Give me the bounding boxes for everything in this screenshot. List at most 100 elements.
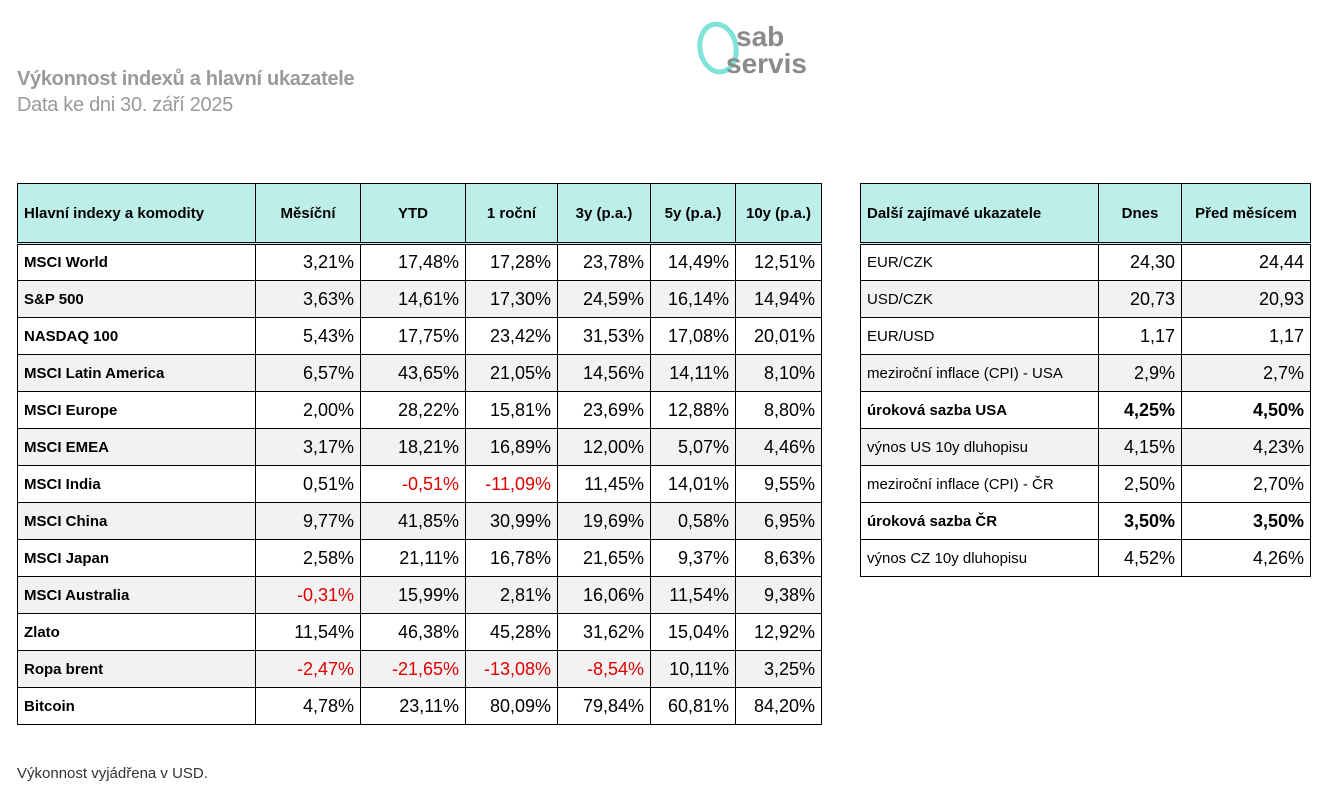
value-cell: 4,50% (1181, 391, 1311, 429)
value-cell: -0,31% (255, 576, 361, 614)
table-row: meziroční inflace (CPI) - USA 2,9% 2,7% (860, 354, 1311, 392)
page-title: Výkonnost indexů a hlavní ukazatele (17, 68, 355, 90)
value-cell: 4,23% (1181, 428, 1311, 466)
table-row: Zlato 11,54% 46,38% 45,28% 31,62% 15,04% 12,92… (17, 613, 822, 651)
value-cell: 8,80% (735, 391, 822, 429)
table-row: úroková sazba ČR 3,50% 3,50% (860, 502, 1311, 540)
table-row: úroková sazba USA 4,25% 4,50% (860, 391, 1311, 429)
value-cell: -11,09% (465, 465, 558, 503)
value-cell: 4,46% (735, 428, 822, 466)
index-name: MSCI Japan (17, 539, 256, 577)
value-cell: 43,65% (360, 354, 466, 392)
value-cell: 2,70% (1181, 465, 1311, 503)
value-cell: 2,58% (255, 539, 361, 577)
table-row: MSCI China 9,77% 41,85% 30,99% 19,69% 0,58% 6,… (17, 502, 822, 540)
value-cell: 14,11% (650, 354, 736, 392)
value-cell: 14,49% (650, 243, 736, 281)
table-row: MSCI EMEA 3,17% 18,21% 16,89% 12,00% 5,07% 4,4… (17, 428, 822, 466)
table-row: MSCI Australia -0,31% 15,99% 2,81% 16,06% 11,… (17, 576, 822, 614)
footer-note: Výkonnost vyjádřena v USD. (17, 765, 208, 782)
value-cell: 0,51% (255, 465, 361, 503)
value-cell: 17,48% (360, 243, 466, 281)
table-row: Ropa brent -2,47% -21,65% -13,08% -8,54% 10,1… (17, 650, 822, 688)
value-cell: 0,58% (650, 502, 736, 540)
value-cell: 16,14% (650, 280, 736, 318)
value-cell: 30,99% (465, 502, 558, 540)
index-name: Bitcoin (17, 687, 256, 725)
column-header: Před měsícem (1181, 183, 1311, 245)
value-cell: 5,07% (650, 428, 736, 466)
value-cell: 2,81% (465, 576, 558, 614)
value-cell: 3,63% (255, 280, 361, 318)
column-header: 5y (p.a.) (650, 183, 736, 245)
index-name: S&P 500 (17, 280, 256, 318)
table-row: MSCI India 0,51% -0,51% -11,09% 11,45% 14,01%… (17, 465, 822, 503)
value-cell: 8,63% (735, 539, 822, 577)
value-cell: -8,54% (557, 650, 651, 688)
table-row: EUR/CZK 24,30 24,44 (860, 243, 1311, 281)
value-cell: 9,38% (735, 576, 822, 614)
value-cell: 3,17% (255, 428, 361, 466)
column-header: Hlavní indexy a komodity (17, 183, 256, 245)
table-row: MSCI Japan 2,58% 21,11% 16,78% 21,65% 9,37% 8,… (17, 539, 822, 577)
value-cell: 2,9% (1098, 354, 1182, 392)
index-name: MSCI India (17, 465, 256, 503)
value-cell: 14,94% (735, 280, 822, 318)
table-row: MSCI World 3,21% 17,48% 17,28% 23,78% 14,49% 1… (17, 243, 822, 281)
indicator-name: úroková sazba USA (860, 391, 1099, 429)
svg-text:sab: sab (736, 21, 784, 52)
value-cell: -2,47% (255, 650, 361, 688)
table-row: USD/CZK 20,73 20,93 (860, 280, 1311, 318)
value-cell: 4,26% (1181, 539, 1311, 577)
indicator-name: USD/CZK (860, 280, 1099, 318)
value-cell: 4,15% (1098, 428, 1182, 466)
value-cell: 4,78% (255, 687, 361, 725)
value-cell: 80,09% (465, 687, 558, 725)
value-cell: 16,06% (557, 576, 651, 614)
svg-text:servis: servis (726, 48, 807, 78)
value-cell: 17,08% (650, 317, 736, 355)
value-cell: 23,69% (557, 391, 651, 429)
value-cell: 9,55% (735, 465, 822, 503)
indicator-name: meziroční inflace (CPI) - ČR (860, 465, 1099, 503)
indicator-name: EUR/CZK (860, 243, 1099, 281)
value-cell: 1,17 (1181, 317, 1311, 355)
value-cell: 3,21% (255, 243, 361, 281)
table-row: EUR/USD 1,17 1,17 (860, 317, 1311, 355)
value-cell: 17,30% (465, 280, 558, 318)
value-cell: 8,10% (735, 354, 822, 392)
value-cell: 18,21% (360, 428, 466, 466)
value-cell: 23,78% (557, 243, 651, 281)
company-logo: sab servis (697, 21, 807, 78)
column-header: Dnes (1098, 183, 1182, 245)
table-row: MSCI Latin America 6,57% 43,65% 21,05% 14,56… (17, 354, 822, 392)
value-cell: 15,81% (465, 391, 558, 429)
value-cell: 12,51% (735, 243, 822, 281)
value-cell: 2,7% (1181, 354, 1311, 392)
value-cell: 3,25% (735, 650, 822, 688)
value-cell: 31,53% (557, 317, 651, 355)
value-cell: 12,88% (650, 391, 736, 429)
value-cell: 60,81% (650, 687, 736, 725)
value-cell: 45,28% (465, 613, 558, 651)
column-header: Měsíční (255, 183, 361, 245)
indicators-table: Další zajímavé ukazatele Dnes Před měsícem… (860, 183, 1311, 577)
index-name: MSCI Latin America (17, 354, 256, 392)
value-cell: -13,08% (465, 650, 558, 688)
value-cell: 23,42% (465, 317, 558, 355)
value-cell: 84,20% (735, 687, 822, 725)
value-cell: 46,38% (360, 613, 466, 651)
column-header: Další zajímavé ukazatele (860, 183, 1099, 245)
value-cell: 20,93 (1181, 280, 1311, 318)
value-cell: 4,25% (1098, 391, 1182, 429)
table-header-row: Další zajímavé ukazatele Dnes Před měsícem (860, 183, 1311, 245)
index-name: MSCI China (17, 502, 256, 540)
value-cell: 28,22% (360, 391, 466, 429)
value-cell: 11,54% (255, 613, 361, 651)
indicator-name: úroková sazba ČR (860, 502, 1099, 540)
value-cell: 16,78% (465, 539, 558, 577)
table-row: Bitcoin 4,78% 23,11% 80,09% 79,84% 60,81% 84,2… (17, 687, 822, 725)
value-cell: 11,45% (557, 465, 651, 503)
value-cell: -21,65% (360, 650, 466, 688)
value-cell: 21,05% (465, 354, 558, 392)
